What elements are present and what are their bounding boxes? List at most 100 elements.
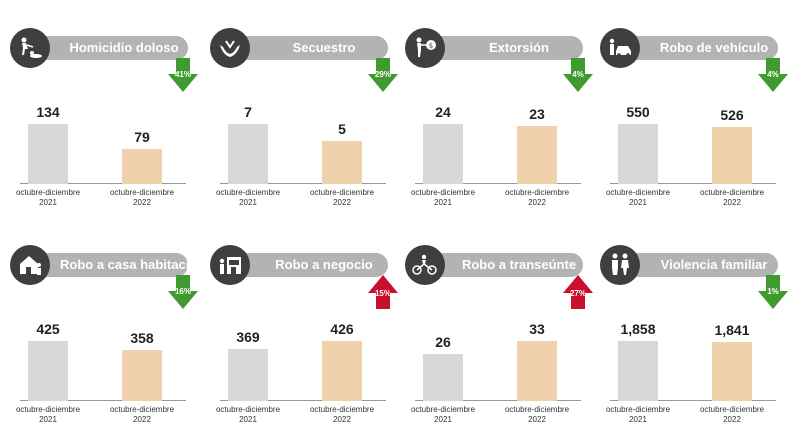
bar-2021 [618, 341, 658, 401]
arrow-down-icon: 1% [758, 275, 788, 309]
panel-header: $ Extorsión [405, 28, 585, 68]
bar-2021 [28, 124, 68, 184]
arrow-down-icon: 41% [168, 58, 198, 92]
title-pill [230, 36, 388, 60]
data-label: 1,841 [714, 322, 750, 338]
chart-panel: Robo a transeúnte 26 octubre-diciembre 2021… [405, 245, 595, 425]
data-label: 526 [720, 107, 744, 123]
bar-2022 [122, 350, 162, 401]
data-label: 7 [244, 104, 252, 120]
x-tick-label: octubre-diciembre 2021 [605, 405, 671, 424]
x-axis-line [20, 183, 186, 184]
percent-change-label: 15% [374, 289, 391, 298]
x-tick-label: octubre-diciembre 2021 [15, 405, 81, 424]
bar-2022 [712, 342, 752, 401]
extortion-money-icon: $ [405, 28, 445, 68]
pedestrian-theft-icon [405, 245, 445, 285]
x-axis-line [610, 400, 776, 401]
arrow-down-icon: 4% [758, 58, 788, 92]
panel-header: Violencia familiar [600, 245, 780, 285]
title-pill [30, 253, 188, 277]
chart-title: Robo a transeúnte [461, 257, 577, 272]
panel-header: Robo a transeúnte [405, 245, 585, 285]
bar-2021 [228, 349, 268, 401]
x-tick-label: octubre-diciembre 2022 [699, 405, 765, 424]
data-label: 33 [529, 321, 545, 337]
svg-text:$: $ [429, 42, 433, 50]
chart-title: Secuestro [292, 40, 356, 55]
arrow-down-icon: 29% [368, 58, 398, 92]
percent-change-label: 1% [767, 287, 779, 296]
store-theft-icon [210, 245, 250, 285]
data-label: 550 [626, 104, 650, 120]
x-tick-label: octubre-diciembre 2022 [109, 188, 175, 207]
chart-title: Robo de vehículo [659, 40, 769, 55]
bar-2022 [322, 141, 362, 184]
panel-header: Robo a casa habitación [10, 245, 190, 285]
x-axis-line [415, 400, 581, 401]
data-label: 134 [36, 104, 60, 120]
family-violence-icon [600, 245, 640, 285]
data-label: 79 [134, 129, 150, 145]
data-label: 23 [529, 106, 545, 122]
chart-panel: Homicidio doloso 134 octubre-diciembre 2021… [10, 28, 200, 208]
arrow-up-icon: 27% [563, 275, 593, 309]
data-label: 5 [338, 121, 346, 137]
x-tick-label: octubre-diciembre 2021 [15, 188, 81, 207]
car-theft-icon [600, 28, 640, 68]
title-pill [620, 36, 778, 60]
data-label: 425 [36, 321, 60, 337]
arrow-up-icon: 15% [368, 275, 398, 309]
x-tick-label: octubre-diciembre 2022 [309, 405, 375, 424]
x-tick-label: octubre-diciembre 2022 [109, 405, 175, 424]
chart-title: Robo a casa habitación [60, 257, 188, 272]
arrow-down-icon: 4% [563, 58, 593, 92]
x-axis-line [20, 400, 186, 401]
x-axis-line [415, 183, 581, 184]
panel-header: Secuestro [210, 28, 390, 68]
homicide-icon [10, 28, 50, 68]
house-theft-icon [10, 245, 50, 285]
bar-2021 [28, 341, 68, 401]
chart-panel: Robo de vehículo 550 octubre-diciembre 2021… [600, 28, 790, 208]
x-axis-line [220, 400, 386, 401]
chart-title: Violencia familiar [660, 257, 768, 272]
panel-header: Robo de vehículo [600, 28, 780, 68]
x-axis-line [610, 183, 776, 184]
bar-2022 [712, 127, 752, 184]
chart-panel: Violencia familiar 1,858 octubre-diciembre… [600, 245, 790, 425]
percent-change-label: 4% [767, 70, 779, 79]
chart-panel: Robo a negocio 369 octubre-diciembre 2021 42… [210, 245, 400, 425]
x-tick-label: octubre-diciembre 2021 [410, 405, 476, 424]
panel-header: Homicidio doloso [10, 28, 190, 68]
bar-2021 [423, 354, 463, 401]
data-label: 24 [435, 104, 451, 120]
data-label: 369 [236, 329, 260, 345]
chart-title: Extorsión [489, 40, 549, 55]
data-label: 358 [130, 330, 154, 346]
data-label: 426 [330, 321, 354, 337]
chart-title: Homicidio doloso [69, 40, 179, 55]
chart-panel: $ Extorsión 24 octubre-diciembre 2021 23 octub… [405, 28, 595, 208]
x-tick-label: octubre-diciembre 2021 [215, 405, 281, 424]
x-tick-label: octubre-diciembre 2021 [215, 188, 281, 207]
x-tick-label: octubre-diciembre 2022 [504, 405, 570, 424]
bar-2022 [322, 341, 362, 401]
percent-change-label: 41% [174, 70, 191, 79]
chart-panel: Secuestro 7 octubre-diciembre 2021 5 octubre-… [210, 28, 400, 208]
bar-2022 [517, 341, 557, 401]
x-tick-label: octubre-diciembre 2022 [309, 188, 375, 207]
bar-2022 [517, 126, 557, 184]
chart-panel: Robo a casa habitación 425 octubre-diciemb… [10, 245, 200, 425]
x-tick-label: octubre-diciembre 2021 [605, 188, 671, 207]
panel-header: Robo a negocio [210, 245, 390, 285]
arrow-down-icon: 16% [168, 275, 198, 309]
title-pill [230, 253, 388, 277]
percent-change-label: 29% [374, 70, 391, 79]
data-label: 1,858 [620, 321, 656, 337]
title-pill [425, 36, 583, 60]
data-label: 26 [435, 334, 451, 350]
title-pill [620, 253, 778, 277]
percent-change-label: 27% [569, 289, 586, 298]
bar-2021 [618, 124, 658, 184]
